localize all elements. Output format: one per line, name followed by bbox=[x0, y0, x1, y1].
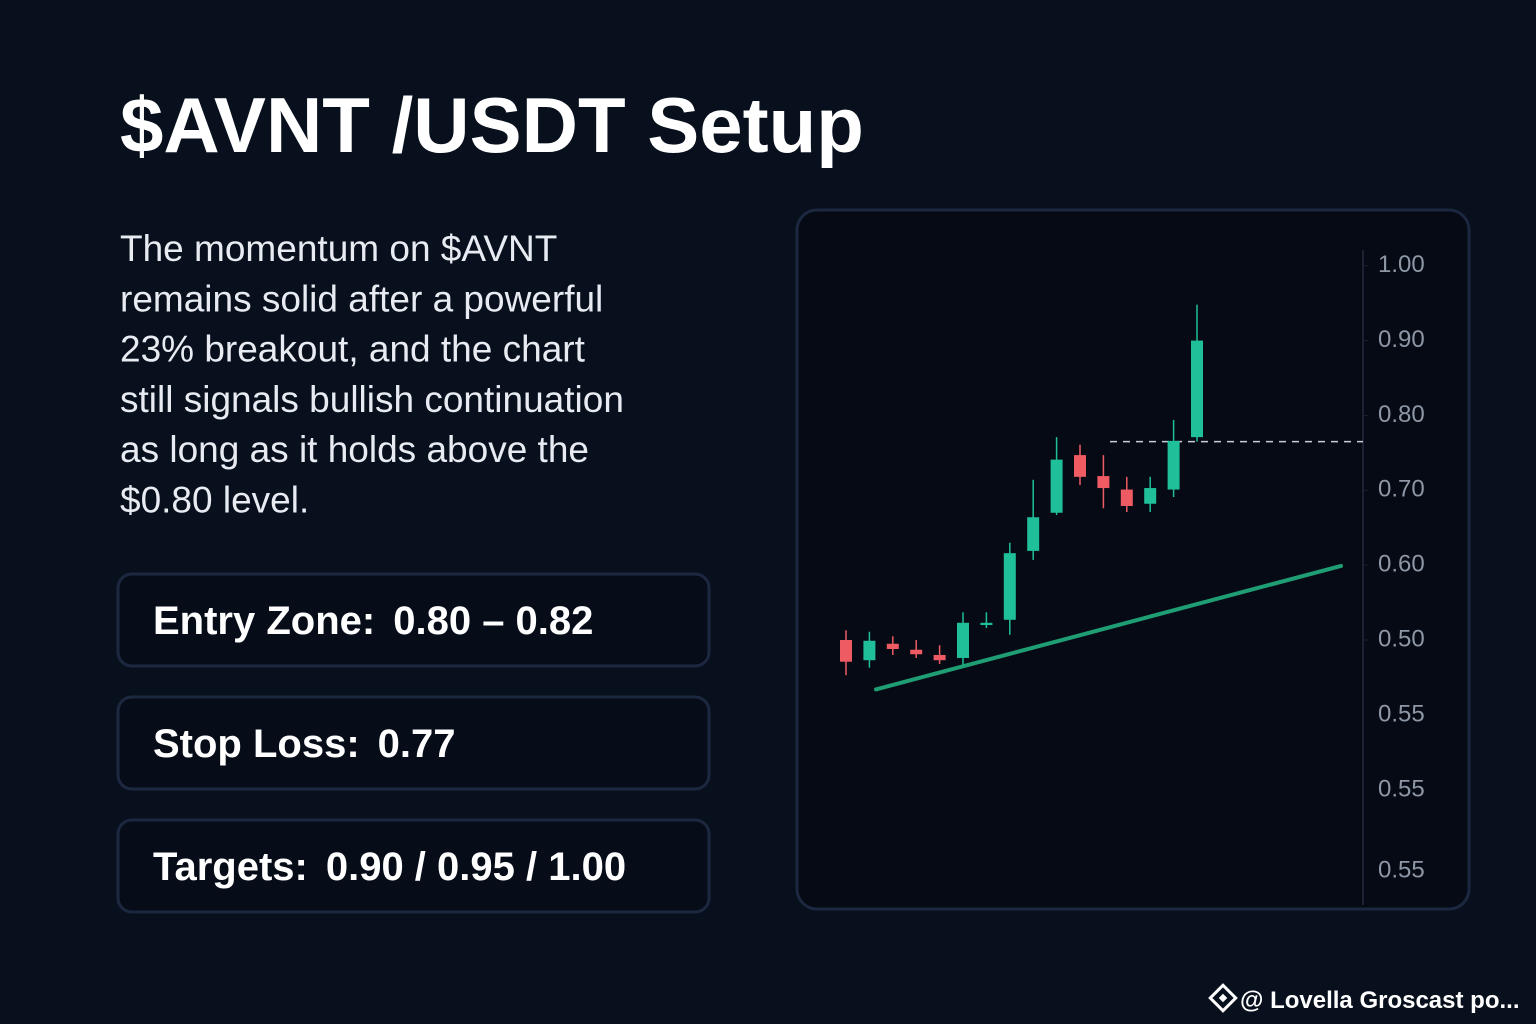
candle-body bbox=[910, 649, 923, 655]
candle-body bbox=[1003, 553, 1016, 620]
description-line: still signals bullish continuation bbox=[120, 379, 624, 420]
candle-body bbox=[1050, 459, 1063, 513]
candle-body bbox=[840, 640, 852, 662]
description-line: 23% breakout, and the chart bbox=[120, 329, 586, 370]
card-label: Targets: bbox=[153, 845, 308, 889]
description-line: The momentum on $AVNT bbox=[120, 228, 557, 269]
y-tick-label: 0.55 bbox=[1378, 775, 1425, 802]
candle-body bbox=[1074, 455, 1086, 477]
candle-body bbox=[1144, 488, 1157, 504]
credit: @ Lovella Groscast po... bbox=[1240, 987, 1519, 1014]
candle-body bbox=[1027, 517, 1040, 551]
y-tick-label: 0.90 bbox=[1378, 326, 1425, 353]
candle-body bbox=[1191, 340, 1203, 438]
trendline bbox=[874, 563, 1343, 692]
y-tick-label: 0.50 bbox=[1378, 625, 1425, 652]
description-line: $0.80 level. bbox=[120, 480, 309, 521]
title: $AVNT /USDT Setup bbox=[120, 81, 864, 169]
candle-body bbox=[957, 622, 969, 658]
candle-body bbox=[933, 654, 946, 661]
description: The momentum on $AVNT remains solid after… bbox=[120, 228, 624, 521]
card-text: Targets: 0.90 / 0.95 / 1.00 bbox=[153, 845, 626, 889]
card-value: 0.80 – 0.82 bbox=[393, 599, 593, 643]
info-card bbox=[116, 818, 711, 914]
y-tick-label: 0.80 bbox=[1378, 401, 1425, 428]
candle-body bbox=[886, 643, 899, 649]
y-tick-label: 0.55 bbox=[1378, 856, 1425, 883]
card-text: Stop Loss: 0.77 bbox=[153, 722, 456, 766]
card-value: 0.90 / 0.95 / 1.00 bbox=[326, 845, 626, 889]
y-tick-label: 1.00 bbox=[1378, 251, 1425, 278]
description-line: remains solid after a powerful bbox=[120, 278, 603, 319]
candle-body bbox=[980, 622, 993, 626]
chart-panel bbox=[795, 208, 1471, 911]
y-tick-label: 0.60 bbox=[1378, 550, 1425, 577]
y-tick-label: 0.70 bbox=[1378, 476, 1425, 503]
description-line: as long as it holds above the bbox=[120, 429, 589, 470]
candle-body bbox=[863, 640, 876, 661]
cards: Entry Zone: 0.80 – 0.82 Stop Loss: 0.77 Targ… bbox=[116, 572, 711, 914]
candle-body bbox=[1120, 489, 1133, 507]
y-tick-label: 0.55 bbox=[1378, 700, 1425, 727]
info-card bbox=[116, 572, 711, 668]
candle-body bbox=[1167, 440, 1180, 490]
footer: @ Lovella Groscast po... bbox=[1208, 983, 1519, 1014]
card-text: Entry Zone: 0.80 – 0.82 bbox=[153, 599, 593, 643]
card-label: Entry Zone: bbox=[153, 599, 375, 643]
card-label: Stop Loss: bbox=[153, 722, 360, 766]
chart: 1.00 0.90 0.80 0.70 0.60 0.50 0.55 0.55 0.55 bbox=[840, 251, 1425, 883]
card-value: 0.77 bbox=[378, 722, 456, 766]
candle-body bbox=[1097, 476, 1110, 489]
info-card bbox=[116, 695, 711, 791]
